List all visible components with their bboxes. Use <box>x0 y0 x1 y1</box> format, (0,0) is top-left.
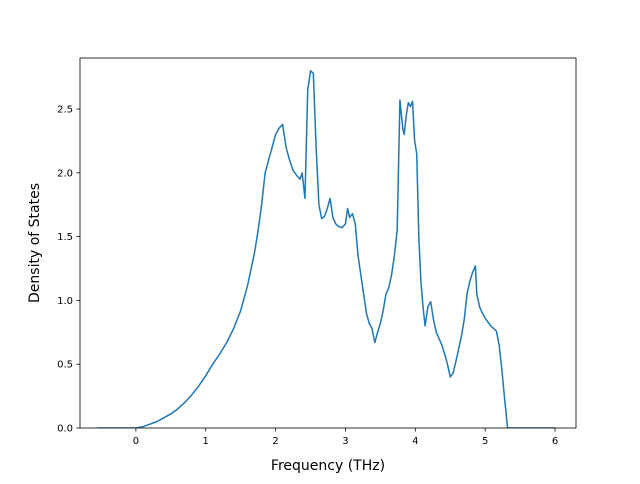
dos-series-line <box>97 70 556 428</box>
y-tick-label: 1.0 <box>57 296 73 307</box>
series-group <box>97 70 556 428</box>
x-tick-label: 0 <box>133 436 139 447</box>
y-tick-label: 1.5 <box>57 232 73 243</box>
plot-frame <box>79 57 577 429</box>
y-tick-label: 2.5 <box>57 105 73 116</box>
x-tick-label: 2 <box>272 436 278 447</box>
ticks-group: 0 1 2 3 4 5 6 0.0 0.5 1.0 1.5 2.0 2.5 <box>57 105 558 447</box>
plot-background <box>80 58 576 428</box>
x-axis-label: Frequency (THz) <box>271 458 385 474</box>
x-tick-label: 4 <box>412 436 418 447</box>
x-tick-label: 1 <box>203 436 209 447</box>
x-tick-label: 3 <box>342 436 348 447</box>
y-tick-label: 2.0 <box>57 168 73 179</box>
y-tick-label: 0.0 <box>57 424 73 435</box>
x-tick-label: 5 <box>482 436 488 447</box>
y-axis-label: Density of States <box>27 183 43 303</box>
x-tick-label: 6 <box>552 436 558 447</box>
y-tick-label: 0.5 <box>57 360 73 371</box>
